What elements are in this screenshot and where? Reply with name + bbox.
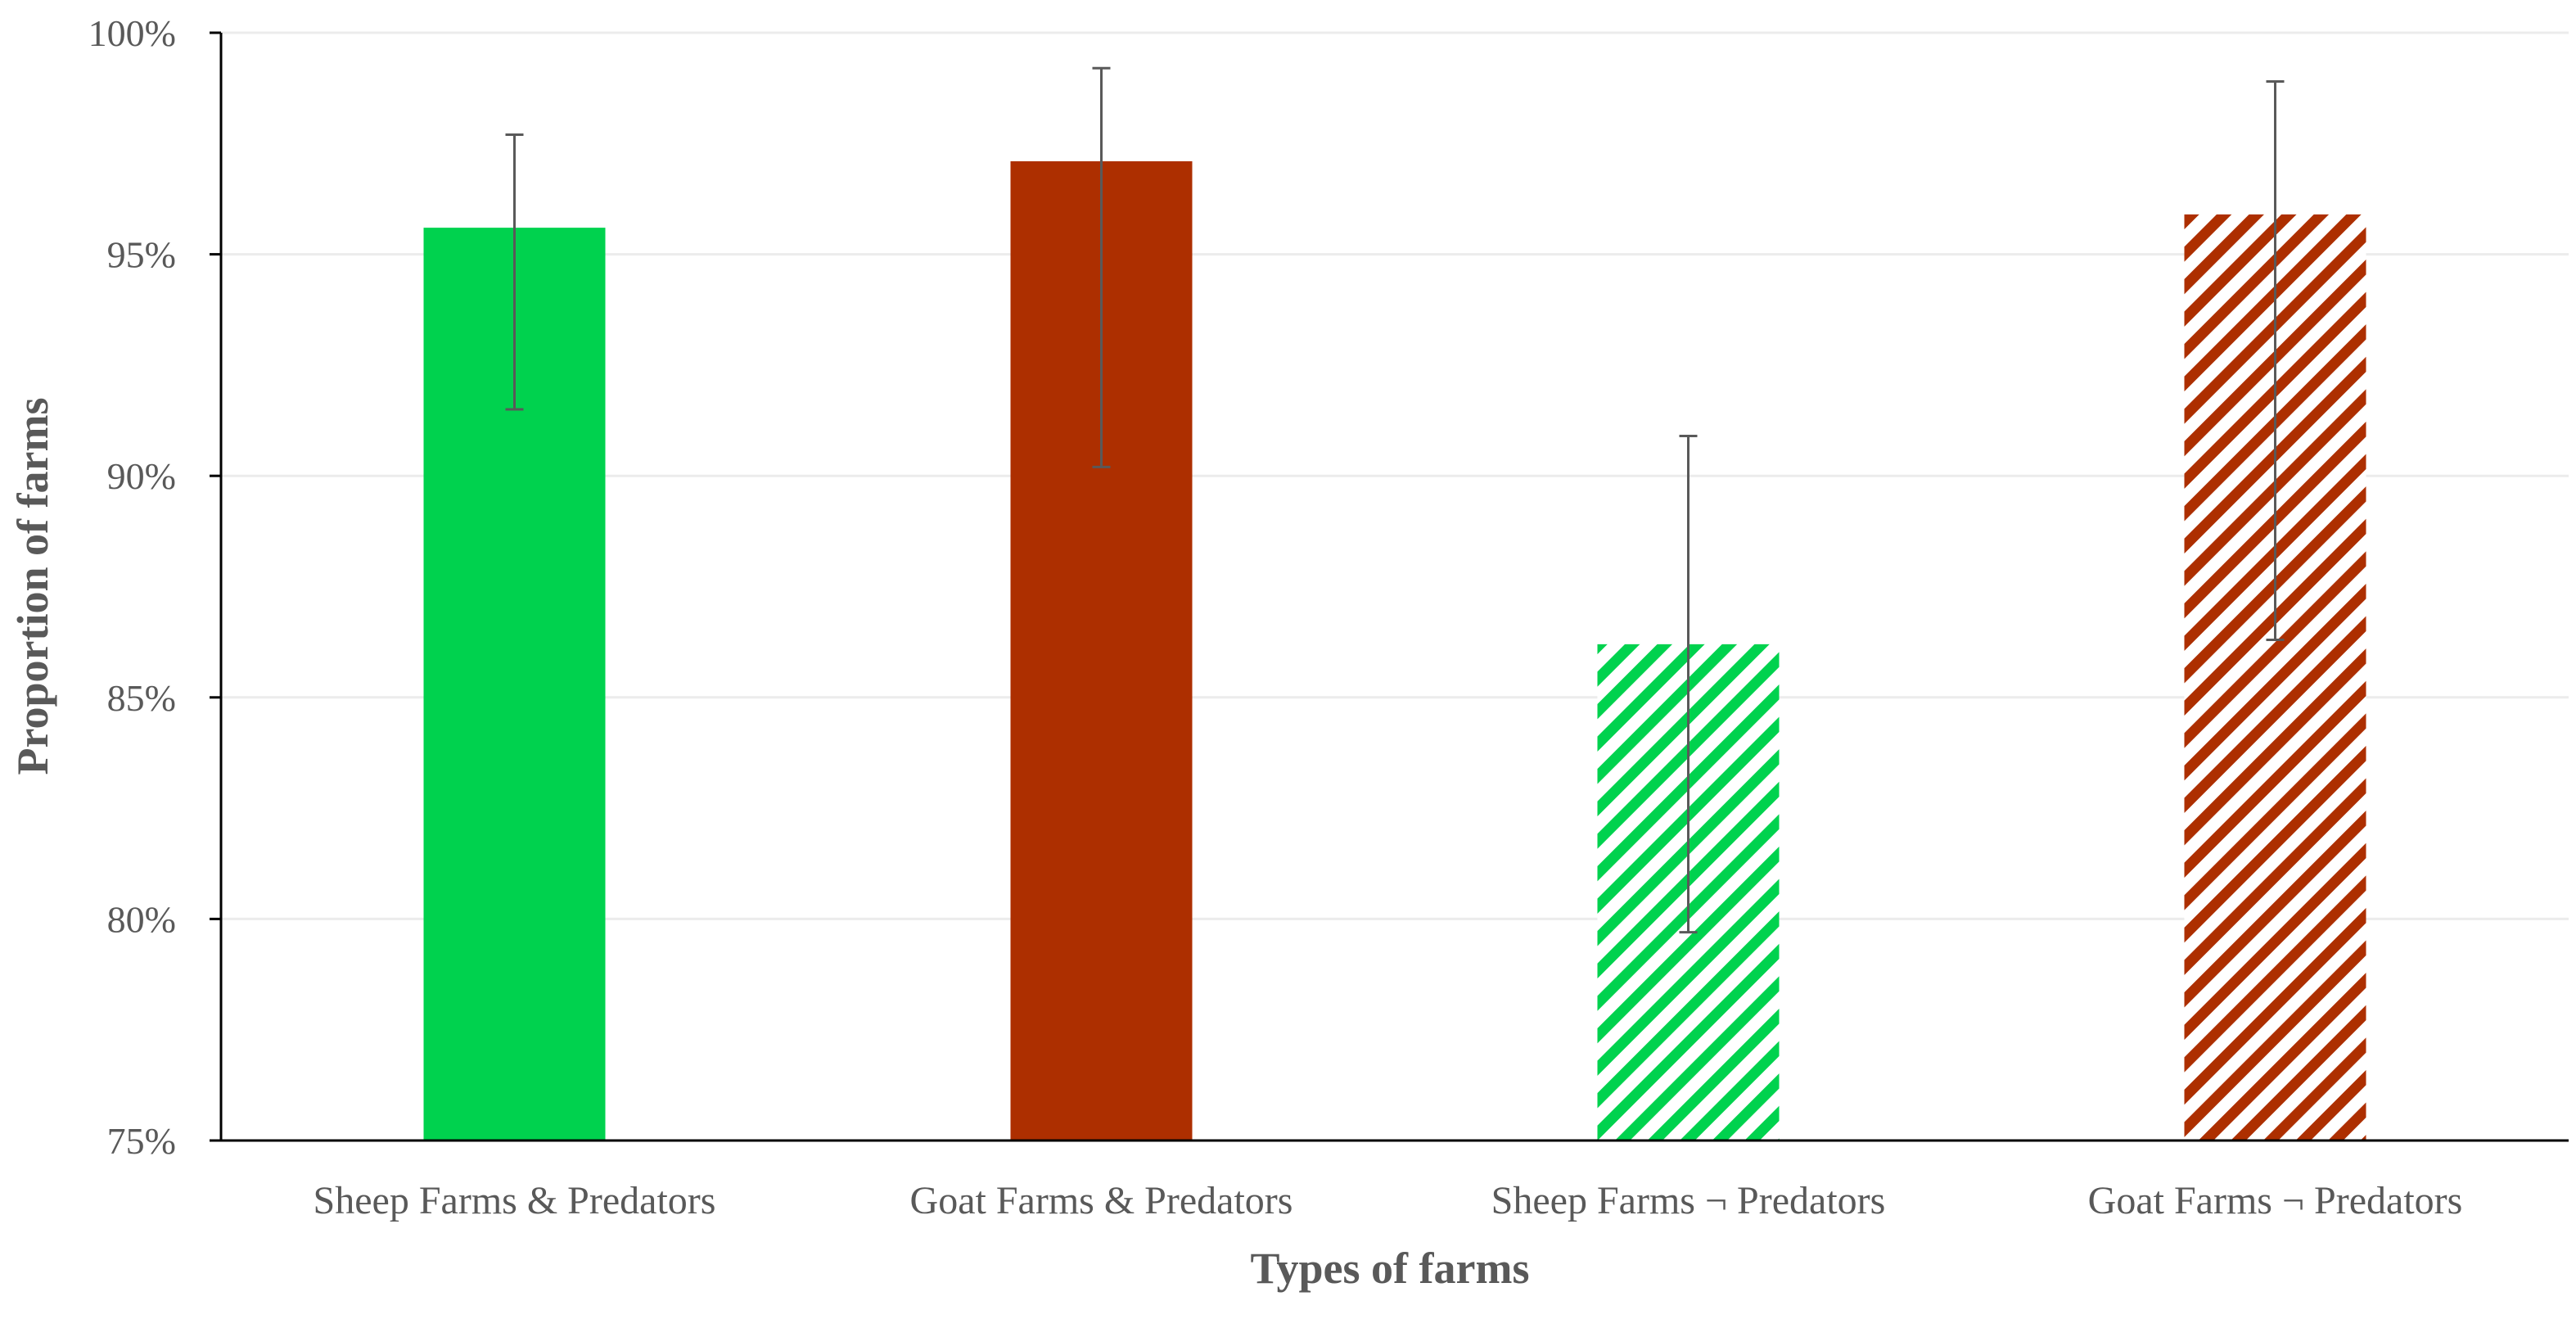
x-tick-label: Sheep Farms ¬ Predators <box>1491 1179 1886 1222</box>
x-tick-label: Goat Farms & Predators <box>910 1179 1293 1222</box>
y-tick-label: 75% <box>107 1120 176 1162</box>
axes <box>210 31 2569 1142</box>
y-tick-label: 85% <box>107 677 176 719</box>
labels: 75% 80% 85% 90% 95% 100% Sheep Farms & Predato… <box>88 12 2463 1222</box>
y-tick-label: 80% <box>107 898 176 940</box>
x-tick-label: Sheep Farms & Predators <box>314 1179 716 1222</box>
x-axis-title: Types of farms <box>1251 1244 1530 1293</box>
x-tick-label: Goat Farms ¬ Predators <box>2088 1179 2463 1222</box>
bars <box>423 160 2366 1141</box>
gridlines <box>221 31 2569 920</box>
y-axis-title: Proportion of farms <box>8 398 57 775</box>
error-bars <box>505 66 2285 934</box>
y-tick-label: 90% <box>107 455 176 497</box>
y-tick-label: 100% <box>88 12 176 54</box>
y-tick-label: 95% <box>107 234 176 276</box>
